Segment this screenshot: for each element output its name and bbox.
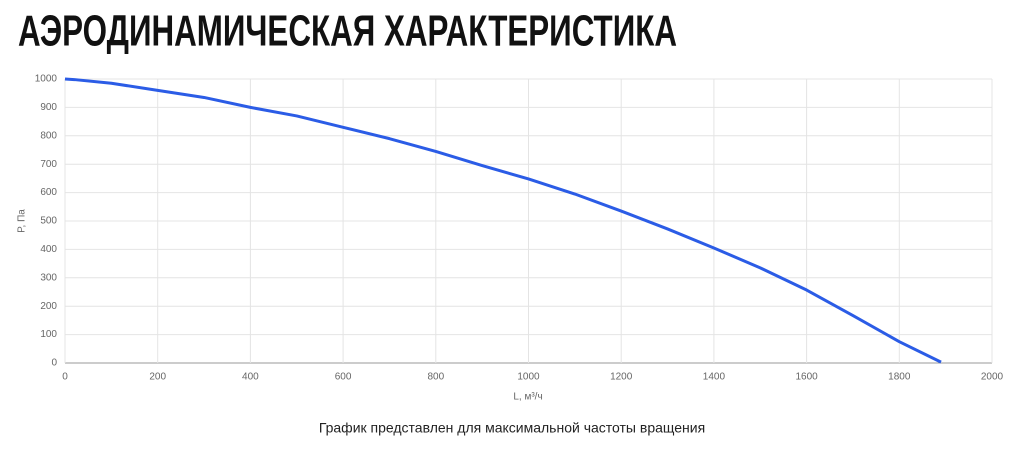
- x-tick-label: 800: [427, 372, 444, 383]
- x-tick-label: 0: [62, 372, 68, 383]
- y-tick-label: 300: [40, 272, 57, 283]
- x-tick-label: 400: [242, 372, 259, 383]
- y-axis-label: P, Па: [17, 209, 28, 233]
- y-tick-label: 400: [40, 244, 57, 255]
- x-tick-label: 1600: [795, 372, 818, 383]
- x-tick-label: 2000: [981, 372, 1004, 383]
- x-tick-label: 1400: [703, 372, 726, 383]
- x-tick-label: 1000: [517, 372, 540, 383]
- x-axis-label: L, м³/ч: [513, 392, 542, 403]
- x-tick-label: 1200: [610, 372, 633, 383]
- y-tick-label: 800: [40, 130, 57, 141]
- y-tick-label: 1000: [35, 74, 58, 85]
- y-tick-label: 0: [51, 358, 57, 369]
- y-tick-label: 600: [40, 187, 57, 198]
- x-tick-label: 1800: [888, 372, 911, 383]
- y-tick-label: 100: [40, 329, 57, 340]
- x-tick-label: 600: [335, 372, 352, 383]
- line: [64, 77, 942, 364]
- caption: График представлен для максимальной част…: [319, 420, 705, 436]
- chart-title: АЭРОДИНАМИЧЕСКАЯ ХАРАКТЕРИСТИКА: [18, 7, 677, 56]
- y-tick-label: 200: [40, 301, 57, 312]
- y-tick-label: 700: [40, 159, 57, 170]
- y-tick-label: 500: [40, 216, 57, 227]
- y-tick-label: 900: [40, 102, 57, 113]
- x-tick-label: 200: [149, 372, 166, 383]
